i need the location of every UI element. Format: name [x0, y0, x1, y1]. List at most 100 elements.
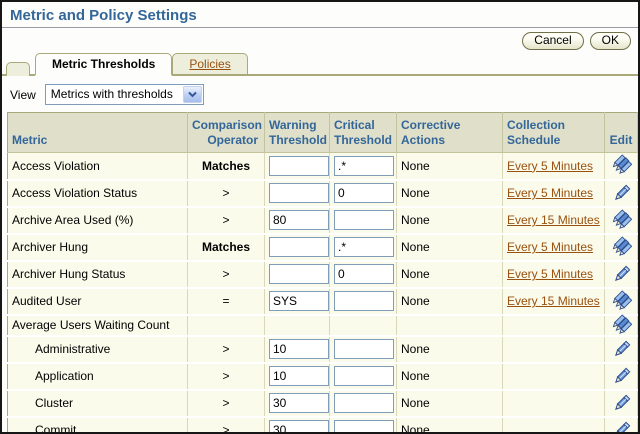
collection-schedule-cell: Every 5 Minutes	[502, 233, 605, 262]
view-select-value: Metrics with thresholds	[50, 87, 173, 101]
corrective-actions-value: None	[401, 294, 430, 308]
tab-policies[interactable]: Policies	[172, 53, 248, 76]
collection-schedule-link[interactable]: Every 5 Minutes	[507, 240, 594, 254]
edit-cell	[604, 416, 638, 434]
table-row: Access Violation Matches None Every 5 Mi…	[7, 152, 638, 181]
warning-threshold-input[interactable]	[269, 183, 329, 203]
metric-name: Commit	[35, 423, 77, 434]
critical-threshold-cell	[329, 416, 397, 432]
critical-threshold-input[interactable]	[334, 210, 394, 230]
table-row: Commit > None	[7, 416, 638, 434]
multi-edit-pencil-icon[interactable]	[612, 208, 632, 230]
collection-schedule-link[interactable]: Every 15 Minutes	[507, 294, 600, 308]
critical-threshold-input[interactable]	[334, 339, 394, 359]
multi-edit-pencil-icon[interactable]	[612, 154, 632, 175]
tab-metric-thresholds[interactable]: Metric Thresholds	[35, 53, 173, 76]
critical-threshold-input[interactable]	[334, 291, 394, 311]
column-header-corrective-actions: Corrective Actions	[396, 112, 503, 153]
multi-edit-pencil-icon[interactable]	[612, 289, 632, 311]
corrective-actions-value: None	[401, 369, 430, 383]
comparison-operator-cell: =	[187, 287, 265, 316]
edit-cell	[604, 206, 638, 235]
tab-bar-stub	[6, 62, 30, 76]
critical-threshold-cell	[329, 152, 397, 181]
collection-schedule-cell: Every 15 Minutes	[502, 206, 605, 235]
metric-name-cell: Audited User	[7, 287, 188, 316]
collection-schedule-cell	[502, 416, 605, 432]
warning-threshold-input[interactable]	[269, 366, 329, 386]
edit-pencil-icon[interactable]	[612, 265, 631, 284]
comparison-operator-cell: >	[187, 389, 265, 418]
metric-table-wrap: Metric Comparison Operator Warning Thres…	[2, 112, 638, 434]
warning-threshold-input[interactable]	[269, 155, 329, 176]
multi-edit-pencil-icon[interactable]	[612, 235, 632, 257]
corrective-actions-value: None	[401, 213, 430, 227]
critical-threshold-input[interactable]	[334, 264, 394, 284]
critical-threshold-input[interactable]	[334, 393, 394, 413]
warning-threshold-cell	[264, 314, 330, 337]
metric-name: Audited User	[12, 294, 82, 308]
edit-cell	[604, 335, 638, 364]
cancel-button[interactable]: Cancel	[522, 32, 584, 50]
corrective-actions-cell: None	[396, 416, 503, 434]
warning-threshold-cell	[264, 233, 330, 262]
edit-pencil-icon[interactable]	[612, 340, 631, 359]
column-header-warning-threshold: Warning Threshold	[264, 112, 330, 153]
critical-threshold-input[interactable]	[334, 183, 394, 203]
comparison-operator-value: >	[222, 267, 230, 281]
metric-name: Access Violation Status	[12, 186, 138, 200]
warning-threshold-input[interactable]	[269, 237, 329, 257]
warning-threshold-cell	[264, 287, 330, 316]
view-label: View	[10, 87, 36, 102]
collection-schedule-cell: Every 15 Minutes	[502, 287, 605, 316]
corrective-actions-cell: None	[396, 389, 503, 418]
critical-threshold-input[interactable]	[334, 420, 394, 432]
ok-button[interactable]: OK	[589, 32, 631, 50]
edit-pencil-icon[interactable]	[612, 421, 631, 434]
warning-threshold-input[interactable]	[269, 339, 329, 359]
edit-pencil-icon[interactable]	[612, 184, 631, 203]
edit-pencil-icon[interactable]	[612, 394, 631, 413]
warning-threshold-input[interactable]	[269, 291, 329, 311]
critical-threshold-cell	[329, 287, 397, 316]
edit-cell	[604, 179, 638, 208]
critical-threshold-input[interactable]	[334, 366, 394, 386]
metric-name: Archive Area Used (%)	[12, 213, 134, 227]
collection-schedule-cell: Every 5 Minutes	[502, 179, 605, 208]
warning-threshold-cell	[264, 362, 330, 391]
corrective-actions-value: None	[401, 342, 430, 356]
collection-schedule-cell: Every 5 Minutes	[502, 260, 605, 289]
collection-schedule-cell	[502, 335, 605, 364]
comparison-operator-value: >	[222, 423, 230, 434]
collection-schedule-link[interactable]: Every 5 Minutes	[507, 186, 594, 200]
warning-threshold-input[interactable]	[269, 393, 329, 413]
title-divider	[2, 27, 638, 28]
metric-name: Administrative	[35, 342, 111, 356]
view-filter-row: View Metrics with thresholds	[2, 76, 638, 112]
critical-threshold-input[interactable]	[334, 237, 394, 257]
metric-table: Metric Comparison Operator Warning Thres…	[7, 112, 638, 434]
collection-schedule-link[interactable]: Every 5 Minutes	[507, 267, 594, 281]
table-row: Archive Area Used (%) > None Every 15 Mi…	[7, 206, 638, 235]
comparison-operator-cell: >	[187, 206, 265, 235]
metric-table-body: Access Violation Matches None Every 5 Mi…	[7, 152, 638, 434]
critical-threshold-input[interactable]	[334, 155, 394, 176]
column-header-critical-threshold: Critical Threshold	[329, 112, 397, 153]
warning-threshold-input[interactable]	[269, 210, 329, 230]
warning-threshold-input[interactable]	[269, 420, 329, 432]
warning-threshold-cell	[264, 335, 330, 364]
critical-threshold-cell	[329, 362, 397, 391]
edit-cell	[604, 362, 638, 391]
view-select-button[interactable]	[182, 86, 202, 103]
comparison-operator-cell: >	[187, 335, 265, 364]
corrective-actions-cell: None	[396, 206, 503, 235]
collection-schedule-link[interactable]: Every 5 Minutes	[507, 158, 594, 173]
corrective-actions-value: None	[401, 423, 430, 434]
view-select[interactable]: Metrics with thresholds	[44, 84, 204, 105]
collection-schedule-link[interactable]: Every 15 Minutes	[507, 213, 600, 227]
comparison-operator-cell: Matches	[187, 233, 265, 262]
edit-pencil-icon[interactable]	[612, 367, 631, 386]
metric-name-cell: Administrative	[7, 335, 188, 364]
warning-threshold-input[interactable]	[269, 264, 329, 284]
multi-edit-pencil-icon[interactable]	[612, 313, 632, 335]
